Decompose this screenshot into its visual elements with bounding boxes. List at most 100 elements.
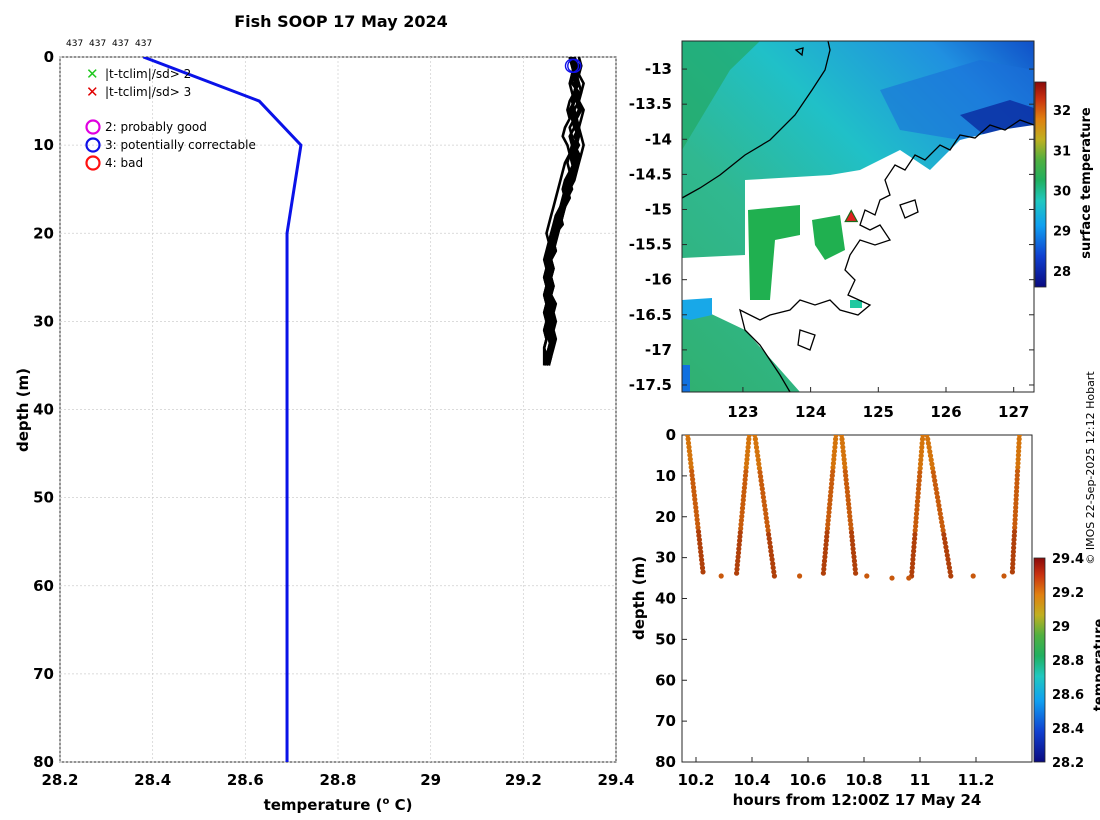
temperature-sample-point (739, 505, 746, 511)
colorbar-tick-label: 28.4 (1052, 722, 1084, 737)
temperature-sample-point (845, 497, 851, 503)
legend-label: |t-tclim|/sd> 3 (105, 85, 191, 99)
temperature-sample-point (911, 544, 917, 550)
profile-id-label: 437 (135, 39, 152, 49)
temperature-sample-point (841, 452, 847, 458)
temperature-sample-point (848, 529, 855, 536)
time-depth-panel: 10.2 10.4 10.6 10.8 11 11.2 0 10 20 30 40 50 60 70 80… (630, 426, 1100, 809)
temperature-sample-point (1012, 521, 1018, 527)
temperature-sample-point (918, 457, 924, 463)
profile-id-label: 437 (112, 39, 129, 49)
x-tick-label: 10.2 (677, 771, 714, 789)
temperature-sample-point (847, 517, 853, 523)
sst-cyan-patch (682, 298, 712, 320)
temperature-sample-point (932, 478, 938, 484)
colorbar-tick-label: 29.2 (1052, 586, 1084, 601)
temperature-sample-point (832, 444, 838, 450)
sst-green-patch (812, 215, 845, 260)
temperature-sample-point (735, 550, 742, 556)
profile-casts (542, 57, 585, 366)
temperature-sample-point (734, 566, 740, 572)
temperature-sample-point (685, 436, 691, 442)
temperature-sample-point (934, 490, 940, 496)
y-tick-label: -16 (645, 271, 672, 289)
profile-id-label: 437 (66, 39, 83, 49)
y-tick-label: -13.5 (629, 95, 672, 113)
temperature-sample-point (909, 569, 915, 575)
temperature-sample-point (820, 570, 827, 576)
y-tick-label: -16.5 (629, 306, 672, 324)
temperature-sample-point (1011, 545, 1017, 551)
colorbar-tick-label: 32 (1053, 104, 1071, 119)
temperature-sample-point (909, 565, 915, 571)
temperature-sample-point (843, 477, 849, 483)
temperature-sample-point (764, 523, 771, 529)
temperature-sample-point (839, 436, 845, 442)
temperature-sample-point (697, 545, 703, 551)
x-tick-label: 28.8 (319, 771, 356, 789)
temperature-sample-point (826, 509, 832, 515)
temperature-sample-point (821, 558, 828, 564)
temperature-sample-point (691, 492, 698, 498)
x-tick-label: 28.2 (41, 771, 78, 789)
temperature-sample-point (766, 536, 772, 542)
temperature-sample-point (842, 464, 848, 471)
temperature-sample-point (913, 515, 919, 521)
legend-label: 3: potentially correctable (105, 138, 256, 152)
y-tick-label: -14.5 (629, 165, 672, 183)
legend-x-marker: ✕ (86, 65, 99, 83)
temperature-sample-point (938, 515, 944, 521)
temperature-sample-point (826, 513, 832, 519)
temperature-sample-point (739, 513, 745, 519)
temperature-sample-point (851, 554, 857, 560)
temperature-sample-point (764, 519, 770, 525)
temperature-sample-point (821, 562, 827, 568)
temperature-sample-point (839, 440, 846, 446)
temperature-sample-point (699, 557, 705, 563)
temperature-sample-point (925, 436, 931, 442)
temperature-colorbar-label: temperature (1092, 619, 1100, 712)
temperature-sample-point (1010, 561, 1016, 567)
temperature-sample-point (843, 481, 850, 487)
temperature-sample-point (849, 538, 855, 544)
temperature-sample-point (911, 540, 917, 546)
coast-line (794, 47, 804, 57)
temperature-sample-point (830, 464, 836, 471)
temperature-sample-point (1011, 537, 1017, 543)
temperature-sample-point (850, 542, 856, 548)
x-tick-label: 28.4 (134, 771, 171, 789)
y-tick-label: 70 (655, 712, 676, 730)
x-tick-label: 126 (930, 403, 961, 421)
sst-colorbar (1034, 81, 1047, 288)
y-tick-label: 80 (33, 753, 54, 771)
temperature-sample-point (696, 537, 703, 543)
temperature-sample-point (770, 565, 776, 571)
temperature-sample-point (1013, 496, 1019, 502)
temperature-sample-point (916, 473, 923, 480)
y-tick-label: -17 (645, 341, 672, 359)
temperature-sample-point (698, 549, 704, 555)
temperature-sample-point (738, 521, 744, 528)
profile-x-ticks: 28.2 28.4 28.6 28.8 29 29.2 29.4 (41, 771, 634, 789)
y-tick-label: 30 (33, 312, 54, 330)
y-tick-label: 20 (655, 508, 676, 526)
temperature-sample-point (825, 517, 831, 523)
temperature-sample-point (744, 456, 750, 462)
temperature-sample-point (913, 523, 919, 529)
temperature-sample-point (769, 556, 775, 563)
temperature-sample-point (830, 460, 837, 466)
temperature-sample-point (824, 529, 830, 536)
temperature-sample-point (696, 533, 702, 539)
temperature-sample-point (917, 469, 923, 475)
temperature-sample-point (915, 486, 922, 492)
x-tick-label: 125 (863, 403, 894, 421)
sst-colorbar-ticks: 28 29 30 31 32 (1053, 104, 1071, 280)
temperature-sample-point (694, 512, 700, 519)
legend-item: 4: bad (85, 155, 143, 171)
temperature-sample-point (970, 573, 976, 579)
temperature-sample-point (832, 440, 838, 446)
temperature-sample-point (744, 460, 750, 466)
y-tick-label: 0 (44, 48, 54, 66)
temperature-sample-point (915, 494, 921, 500)
temperature-sample-point (1012, 525, 1018, 531)
